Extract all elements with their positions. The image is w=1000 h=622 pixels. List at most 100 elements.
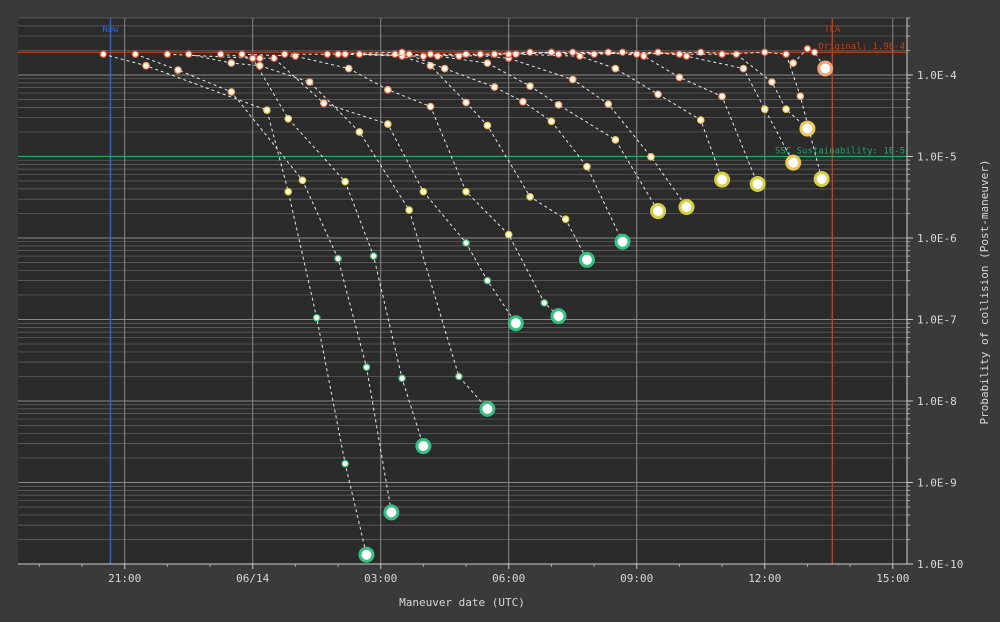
data-point [131, 50, 140, 58]
data-point [675, 50, 684, 58]
final-point [578, 251, 595, 268]
data-point [362, 363, 371, 371]
y-tick-label: 1.0E-6 [917, 232, 957, 245]
data-point [554, 50, 563, 58]
data-point [391, 50, 399, 58]
data-point [344, 64, 353, 73]
series-line [430, 51, 759, 185]
data-point [99, 50, 108, 58]
final-point [817, 60, 834, 77]
series-line [508, 51, 808, 129]
data-point [355, 128, 364, 136]
data-point [554, 101, 563, 109]
data-point [334, 50, 342, 58]
final-point [813, 170, 830, 187]
final-point [383, 504, 400, 521]
data-point [490, 83, 499, 91]
data-point [334, 254, 342, 263]
data-point [654, 90, 662, 99]
final-point [614, 233, 631, 250]
data-point [405, 50, 413, 58]
data-point [440, 64, 449, 73]
final-point [714, 171, 731, 188]
data-point [611, 136, 620, 144]
x-tick-label: 03:00 [364, 572, 397, 585]
data-point [583, 162, 591, 171]
data-point [568, 48, 577, 57]
data-point [675, 73, 684, 82]
ref-label-horizontal: Original: 1.9E-4 [818, 42, 905, 52]
data-point [476, 50, 485, 58]
data-point [462, 98, 470, 107]
data-point [576, 52, 584, 60]
data-point [504, 50, 513, 58]
data-point [384, 120, 392, 128]
final-point [678, 198, 695, 215]
data-point [462, 239, 470, 247]
ref-label-tca: TCA [824, 25, 841, 35]
x-tick-label: 09:00 [620, 572, 653, 585]
data-point [284, 187, 293, 196]
data-point [526, 48, 534, 57]
final-point [785, 154, 802, 171]
ref-label-horizontal: SSC Sustainability: 1E-5 [775, 146, 905, 156]
y-tick-label: 1.0E-7 [917, 313, 957, 326]
final-point [749, 175, 766, 192]
data-point [312, 313, 321, 322]
data-point [782, 50, 790, 58]
data-point [483, 59, 492, 67]
data-point [384, 85, 392, 94]
data-point [718, 50, 726, 58]
reference-lines: Now TCA Original: 1.9E-4 SSC Sustainability… [18, 18, 907, 564]
data-point [611, 64, 620, 73]
data-point [803, 44, 812, 53]
data-point [426, 50, 435, 58]
data-point [504, 230, 513, 239]
data-point [739, 64, 748, 73]
data-point [419, 52, 428, 60]
series-line [480, 51, 794, 163]
data-point [696, 116, 705, 124]
data-point [462, 187, 470, 196]
axes: 21:00 06/14 03:00 06:00 09:00 12:00 15:00 1.0E-… [18, 17, 963, 585]
series-layer [99, 44, 834, 563]
data-point [789, 59, 798, 67]
data-point [174, 66, 182, 74]
data-point [320, 99, 328, 108]
final-point [479, 400, 496, 417]
data-point [540, 299, 549, 307]
x-tick-label: 06:00 [492, 572, 525, 585]
data-point [341, 459, 349, 468]
data-point [238, 50, 246, 58]
data-point [398, 374, 406, 383]
data-point [263, 106, 271, 114]
data-point [227, 59, 236, 67]
data-point [256, 61, 264, 70]
final-point [358, 546, 375, 563]
data-point [355, 50, 364, 58]
data-point [718, 92, 726, 101]
data-point [248, 54, 257, 63]
data-point [590, 50, 598, 58]
data-point [760, 48, 769, 57]
data-point [618, 48, 627, 57]
final-point [650, 203, 667, 220]
data-point [654, 48, 662, 57]
data-point [490, 50, 499, 58]
data-point [526, 193, 534, 201]
plot-area [18, 18, 907, 564]
series-line [558, 51, 823, 180]
y-tick-label: 1.0E-10 [917, 558, 963, 571]
data-point [227, 88, 236, 96]
data-point [426, 102, 435, 111]
data-point [760, 105, 769, 114]
y-axis-label: Probability of collision (Post-maneuver) [978, 160, 991, 425]
y-tick-label: 1.0E-9 [917, 476, 957, 489]
data-point [305, 78, 314, 86]
series-line [792, 48, 826, 69]
x-tick-label: 06/14 [236, 572, 269, 585]
data-point [768, 78, 776, 86]
data-point [547, 48, 556, 57]
